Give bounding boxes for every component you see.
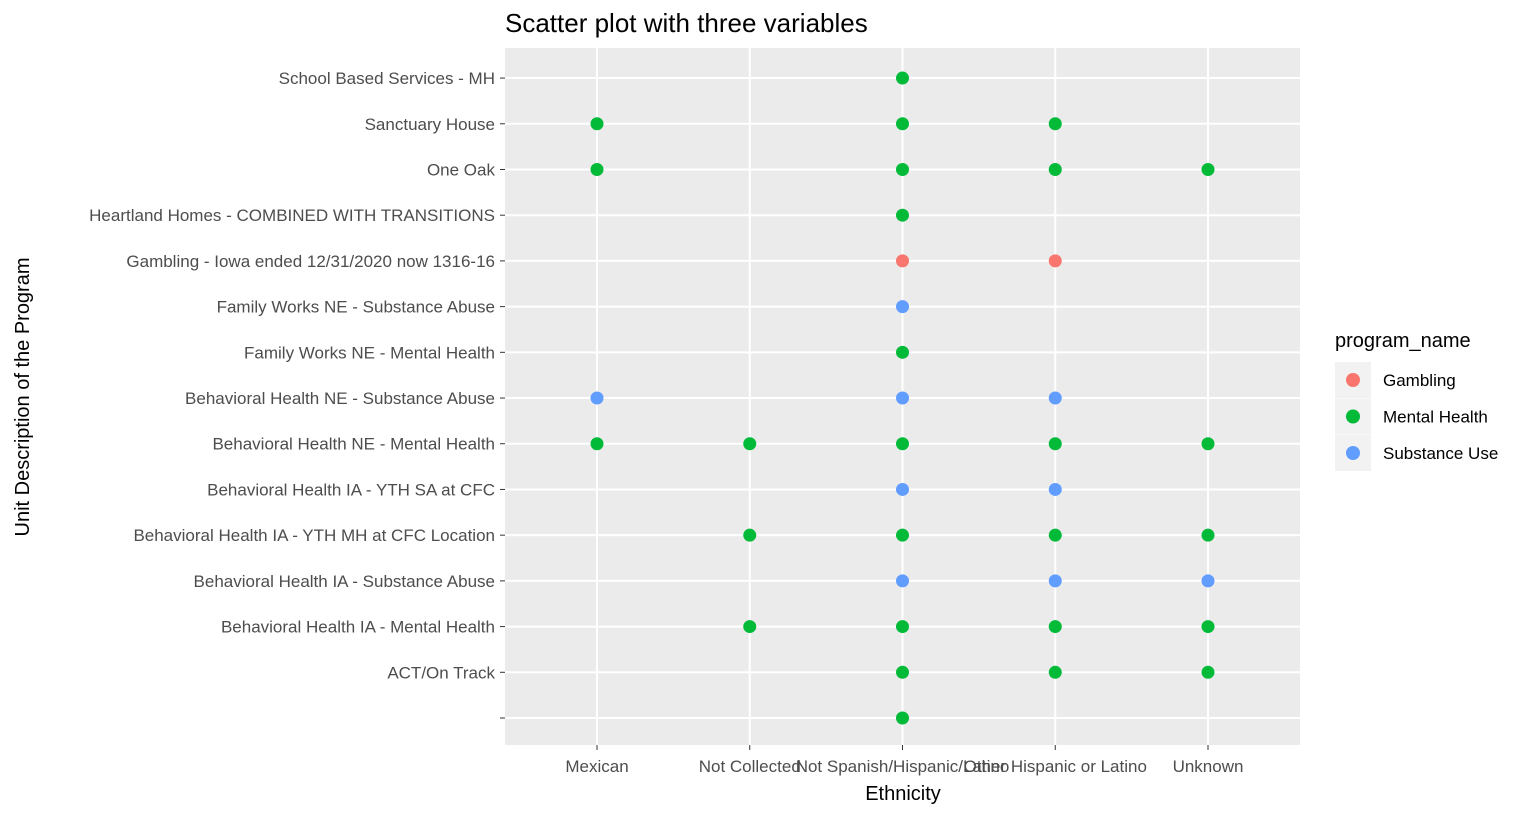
point-substance-use-not-spanish-hispanic-latino-behavioral-health-ia-yth-sa-at-cfc xyxy=(896,482,909,496)
point-mental-health-not-spanish-hispanic-latino-heartland-homes-combined-with-transitions xyxy=(896,208,909,222)
y-tick-label-family-works-ne-substance-abuse: Family Works NE - Substance Abuse xyxy=(217,298,495,317)
point-mental-health-mexican-behavioral-health-ne-mental-health xyxy=(590,437,604,451)
point-mental-health-not-spanish-hispanic-latino-family-works-ne-mental-health xyxy=(896,345,909,359)
y-tick-label-sanctuary-house: Sanctuary House xyxy=(365,115,495,134)
point-mental-health-not-collected-behavioral-health-ia-yth-mh-at-cfc-location xyxy=(743,528,757,542)
legend-key-mental-health xyxy=(1346,409,1360,424)
x-tick-label-not-spanish-hispanic-latino: Not Spanish/Hispanic/Latino xyxy=(796,757,1010,776)
chart-title: Scatter plot with three variables xyxy=(505,8,868,38)
point-mental-health-other-hispanic-or-latino-one-oak xyxy=(1048,162,1062,176)
point-mental-health-unknown-behavioral-health-ia-mental-health xyxy=(1201,620,1215,634)
y-tick-label-behavioral-health-ia-substance-abuse: Behavioral Health IA - Substance Abuse xyxy=(194,572,495,591)
point-mental-health-unknown-behavioral-health-ia-yth-mh-at-cfc-location xyxy=(1201,528,1215,542)
x-tick-label-unknown: Unknown xyxy=(1173,757,1244,776)
point-mental-health-not-spanish-hispanic-latino-act-on-track xyxy=(896,665,909,679)
point-mental-health-unknown-act-on-track xyxy=(1201,665,1215,679)
x-tick-label-other-hispanic-or-latino: Other Hispanic or Latino xyxy=(964,757,1147,776)
point-substance-use-other-hispanic-or-latino-behavioral-health-ne-substance-abuse xyxy=(1048,391,1062,405)
legend-title: program_name xyxy=(1335,330,1471,352)
y-tick-label-behavioral-health-ia-mental-health: Behavioral Health IA - Mental Health xyxy=(221,618,495,637)
y-tick-label-gambling-iowa-ended-12-31-2020-now-1316-16: Gambling - Iowa ended 12/31/2020 now 131… xyxy=(126,252,495,271)
y-tick-label-behavioral-health-ne-mental-health: Behavioral Health NE - Mental Health xyxy=(212,435,495,454)
point-mental-health-not-spanish-hispanic-latino-behavioral-health-ia-yth-mh-at-cfc-location xyxy=(896,528,909,542)
point-mental-health-other-hispanic-or-latino-behavioral-health-ia-mental-health xyxy=(1048,620,1062,634)
y-tick-label-heartland-homes-combined-with-transitions: Heartland Homes - COMBINED WITH TRANSITI… xyxy=(89,206,495,225)
y-tick-label-behavioral-health-ia-yth-mh-at-cfc-location: Behavioral Health IA - YTH MH at CFC Loc… xyxy=(133,526,495,545)
y-axis-title: Unit Description of the Program xyxy=(12,257,34,536)
y-tick-label-family-works-ne-mental-health: Family Works NE - Mental Health xyxy=(244,343,495,362)
point-mental-health-not-collected-behavioral-health-ia-mental-health xyxy=(743,620,757,634)
point-mental-health-not-spanish-hispanic-latino-blank xyxy=(896,711,909,725)
point-substance-use-not-spanish-hispanic-latino-behavioral-health-ne-substance-abuse xyxy=(896,391,909,405)
point-mental-health-unknown-one-oak xyxy=(1201,162,1215,176)
point-substance-use-not-spanish-hispanic-latino-behavioral-health-ia-substance-abuse xyxy=(896,574,909,588)
y-tick-label-act-on-track: ACT/On Track xyxy=(387,663,495,682)
point-mental-health-other-hispanic-or-latino-act-on-track xyxy=(1048,665,1062,679)
point-mental-health-not-spanish-hispanic-latino-behavioral-health-ia-mental-health xyxy=(896,620,909,634)
point-gambling-other-hispanic-or-latino-gambling-iowa-ended-12-31-2020-now-1316-16 xyxy=(1048,254,1062,268)
y-tick-label-one-oak: One Oak xyxy=(427,160,496,179)
point-mental-health-mexican-one-oak xyxy=(590,162,604,176)
legend-label-gambling: Gambling xyxy=(1383,371,1456,390)
point-mental-health-other-hispanic-or-latino-behavioral-health-ia-yth-mh-at-cfc-location xyxy=(1048,528,1062,542)
point-mental-health-other-hispanic-or-latino-behavioral-health-ne-mental-health xyxy=(1048,437,1062,451)
point-mental-health-not-spanish-hispanic-latino-sanctuary-house xyxy=(896,117,909,131)
point-gambling-not-spanish-hispanic-latino-gambling-iowa-ended-12-31-2020-now-1316-16 xyxy=(896,254,909,268)
point-mental-health-not-collected-behavioral-health-ne-mental-health xyxy=(743,437,757,451)
point-substance-use-other-hispanic-or-latino-behavioral-health-ia-substance-abuse xyxy=(1048,574,1062,588)
point-mental-health-other-hispanic-or-latino-sanctuary-house xyxy=(1048,117,1062,131)
y-tick-label-behavioral-health-ne-substance-abuse: Behavioral Health NE - Substance Abuse xyxy=(185,389,495,408)
x-tick-label-not-collected: Not Collected xyxy=(699,757,801,776)
point-mental-health-not-spanish-hispanic-latino-school-based-services-mh xyxy=(896,71,909,85)
legend-label-substance-use: Substance Use xyxy=(1383,444,1498,463)
legend-label-mental-health: Mental Health xyxy=(1383,408,1488,427)
y-tick-label-behavioral-health-ia-yth-sa-at-cfc: Behavioral Health IA - YTH SA at CFC xyxy=(207,480,495,499)
point-substance-use-mexican-behavioral-health-ne-substance-abuse xyxy=(590,391,604,405)
legend: program_name Gambling Mental Health Substa… xyxy=(1335,330,1498,471)
data-points xyxy=(590,71,1215,725)
point-substance-use-not-spanish-hispanic-latino-family-works-ne-substance-abuse xyxy=(896,300,909,314)
x-axis-title: Ethnicity xyxy=(865,783,941,805)
point-mental-health-not-spanish-hispanic-latino-behavioral-health-ne-mental-health xyxy=(896,437,909,451)
y-axis: ACT/On Track Behavioral Health IA - Menta… xyxy=(89,69,505,719)
point-substance-use-unknown-behavioral-health-ia-substance-abuse xyxy=(1201,574,1215,588)
legend-key-gambling xyxy=(1346,373,1360,387)
point-mental-health-unknown-behavioral-health-ne-mental-health xyxy=(1201,437,1215,451)
y-tick-label-school-based-services-mh: School Based Services - MH xyxy=(279,69,495,88)
legend-key-substance-use xyxy=(1346,446,1360,460)
point-mental-health-not-spanish-hispanic-latino-one-oak xyxy=(896,162,909,176)
x-tick-label-mexican: Mexican xyxy=(565,757,628,776)
point-substance-use-other-hispanic-or-latino-behavioral-health-ia-yth-sa-at-cfc xyxy=(1048,482,1062,496)
point-mental-health-mexican-sanctuary-house xyxy=(590,117,604,131)
